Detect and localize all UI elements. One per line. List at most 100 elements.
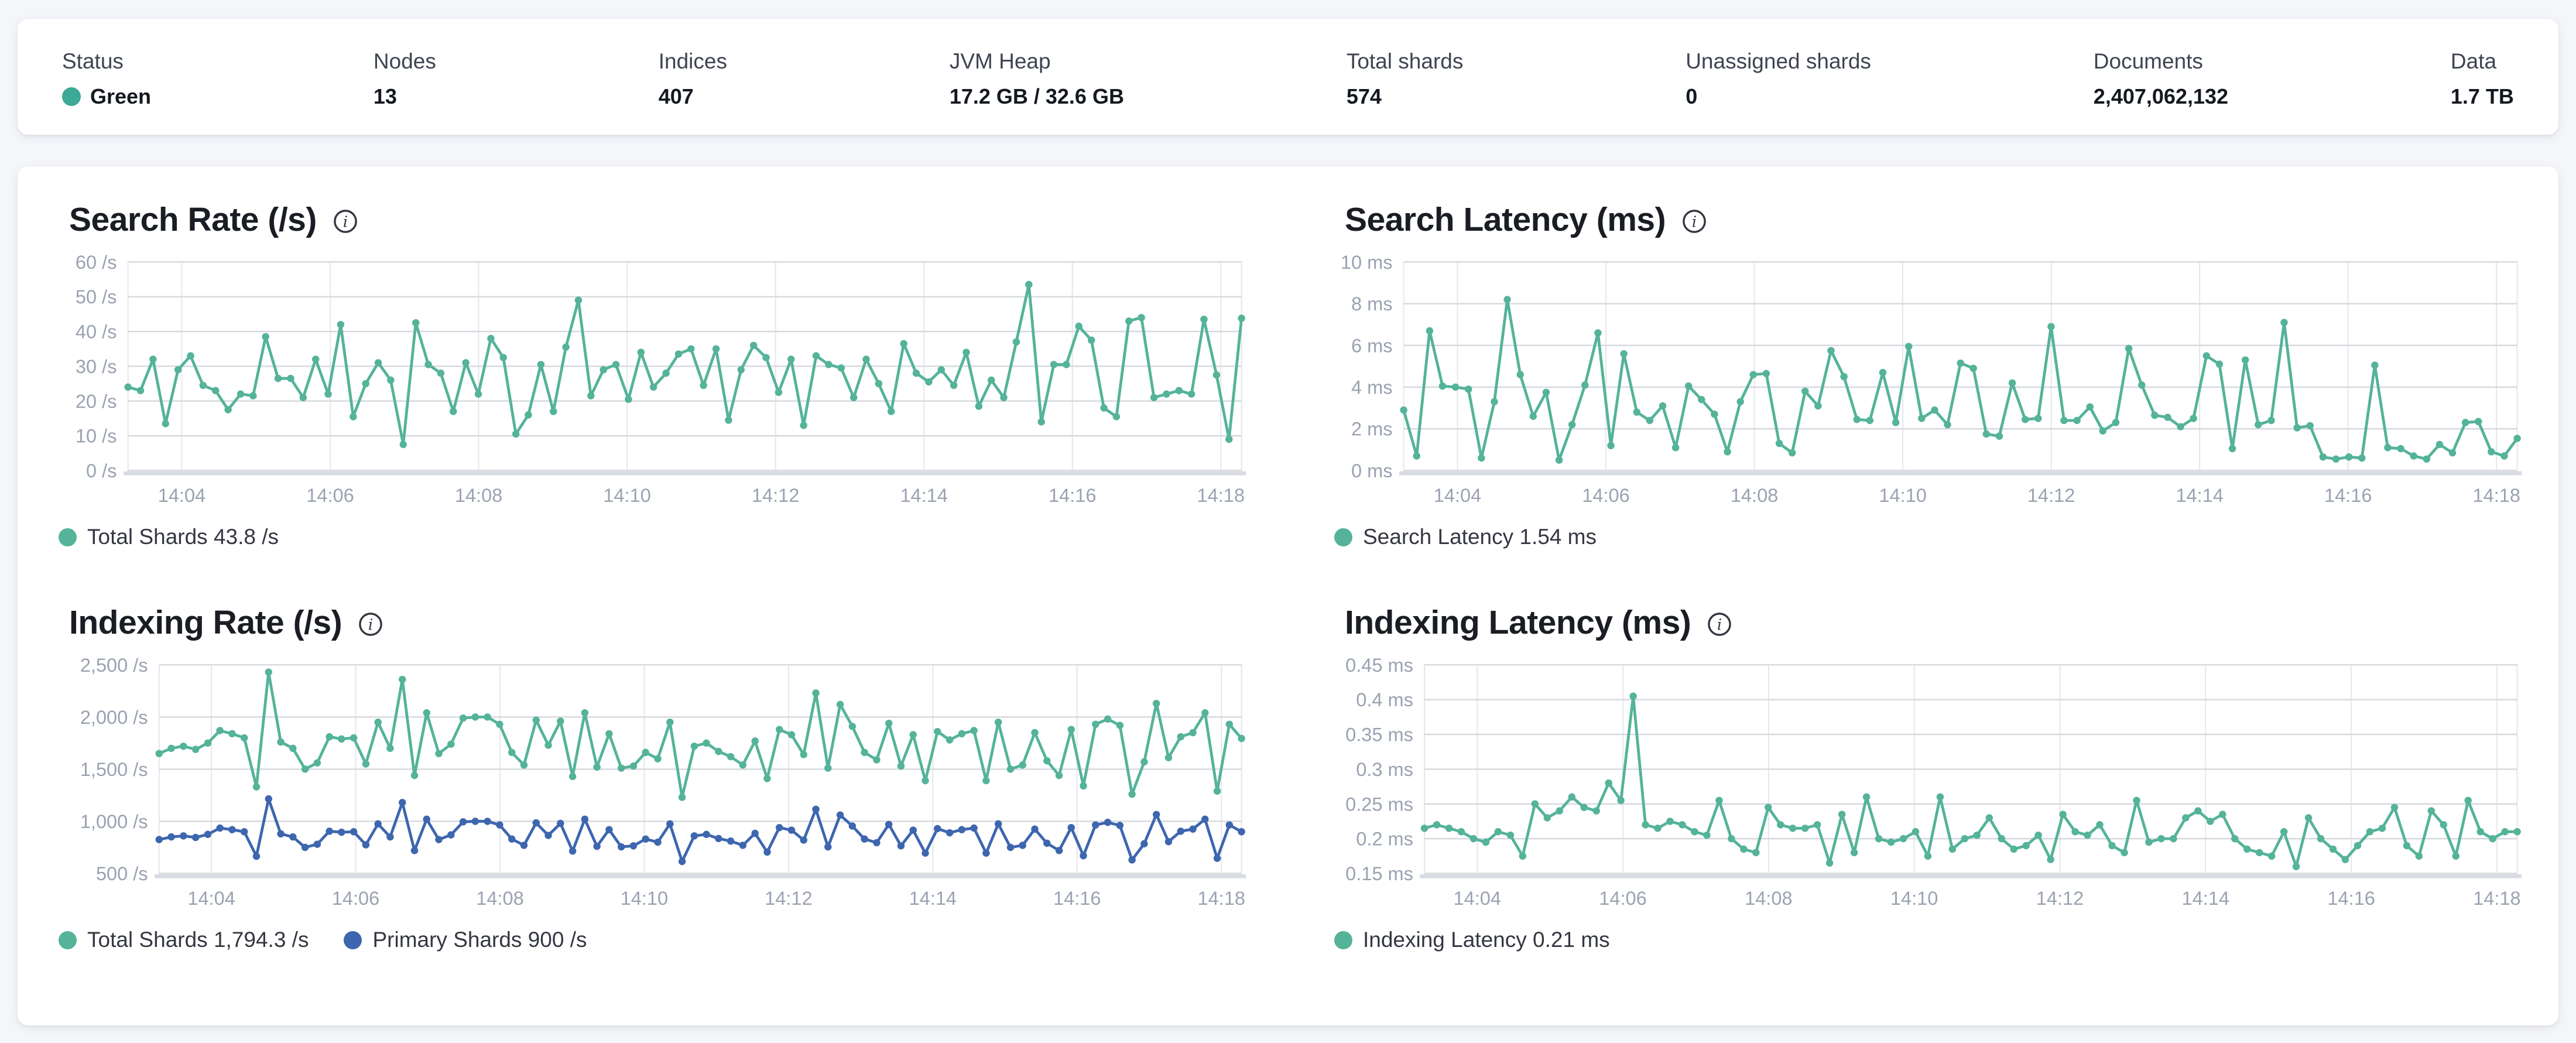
svg-text:14:18: 14:18: [1197, 888, 1245, 909]
svg-text:60 /s: 60 /s: [76, 253, 117, 273]
line-chart[interactable]: 14:04 14:06 14:08 14:10 14:12 14:14 14:16 14:18…: [50, 253, 1250, 517]
svg-text:14:04: 14:04: [187, 888, 235, 909]
chart-title: Indexing Latency (ms): [1345, 604, 1691, 641]
svg-text:14:06: 14:06: [1599, 888, 1646, 909]
svg-text:14:16: 14:16: [2324, 485, 2372, 506]
svg-text:14:12: 14:12: [765, 888, 812, 909]
svg-text:8 ms: 8 ms: [1351, 293, 1393, 314]
legend-series-dot: [59, 528, 77, 546]
svg-text:2,000 /s: 2,000 /s: [80, 707, 148, 728]
line-chart[interactable]: 14:04 14:06 14:08 14:10 14:12 14:14 14:16 14:18…: [1326, 656, 2526, 919]
svg-text:14:14: 14:14: [909, 888, 957, 909]
svg-text:500 /s: 500 /s: [96, 863, 148, 884]
chart-indexing-rate: Indexing Rate (/s) i 14:04 14:06 14:08 14:1…: [50, 603, 1250, 952]
svg-text:14:04: 14:04: [158, 485, 205, 506]
svg-text:14:12: 14:12: [2027, 485, 2075, 506]
svg-text:14:10: 14:10: [621, 888, 668, 909]
chart-legend: Total Shards 1,794.3 /s Primary Shards 90…: [59, 928, 1250, 952]
chart-search-rate: Search Rate (/s) i 14:04 14:06 14:08 14:10 1…: [50, 200, 1250, 549]
stat-unassigned-shards: Unassigned shards 0: [1686, 49, 1871, 109]
stat-value: 574: [1346, 84, 1382, 108]
svg-text:0 ms: 0 ms: [1351, 460, 1393, 481]
chart-legend: Total Shards 43.8 /s: [59, 525, 1250, 549]
legend-series-label: Total Shards 43.8 /s: [87, 525, 279, 549]
legend-series-label: Search Latency 1.54 ms: [1363, 525, 1597, 549]
legend-item[interactable]: Total Shards 43.8 /s: [59, 525, 279, 549]
svg-text:14:10: 14:10: [603, 485, 650, 506]
svg-text:0 /s: 0 /s: [86, 460, 117, 481]
legend-item[interactable]: Total Shards 1,794.3 /s: [59, 928, 309, 952]
svg-text:14:12: 14:12: [2036, 888, 2084, 909]
stat-jvm-heap: JVM Heap 17.2 GB / 32.6 GB: [950, 49, 1124, 109]
svg-text:10 /s: 10 /s: [76, 426, 117, 447]
legend-series-label: Primary Shards 900 /s: [372, 928, 587, 952]
svg-text:1,000 /s: 1,000 /s: [80, 811, 148, 832]
stat-label: Nodes: [373, 49, 436, 73]
chart-legend: Search Latency 1.54 ms: [1334, 525, 2526, 549]
svg-text:14:08: 14:08: [476, 888, 523, 909]
chart-legend: Indexing Latency 0.21 ms: [1334, 928, 2526, 952]
stat-value: 407: [658, 84, 694, 108]
stat-label: Documents: [2093, 49, 2203, 73]
line-chart[interactable]: 14:04 14:06 14:08 14:10 14:12 14:14 14:16 14:18…: [1326, 253, 2526, 517]
svg-text:14:16: 14:16: [1049, 485, 1096, 506]
svg-text:50 /s: 50 /s: [76, 286, 117, 307]
svg-text:i: i: [368, 616, 373, 634]
stat-total-shards: Total shards 574: [1347, 49, 1464, 109]
line-chart[interactable]: 14:04 14:06 14:08 14:10 14:12 14:14 14:16 14:18…: [50, 656, 1250, 919]
legend-item[interactable]: Indexing Latency 0.21 ms: [1334, 928, 1610, 952]
svg-text:4 ms: 4 ms: [1351, 377, 1393, 398]
svg-text:0.3 ms: 0.3 ms: [1356, 759, 1413, 780]
svg-text:0.15 ms: 0.15 ms: [1345, 863, 1413, 884]
metrics-charts-panel: Search Rate (/s) i 14:04 14:06 14:08 14:10 1…: [18, 166, 2558, 1025]
stat-label: JVM Heap: [949, 49, 1051, 73]
legend-series-dot: [1334, 931, 1352, 949]
info-icon[interactable]: i: [1707, 612, 1732, 637]
svg-text:0.4 ms: 0.4 ms: [1356, 689, 1413, 710]
stat-label: Data: [2450, 49, 2497, 73]
status-health-dot: [62, 87, 81, 106]
svg-text:14:14: 14:14: [2176, 485, 2223, 506]
chart-title: Indexing Rate (/s): [69, 604, 342, 641]
svg-text:0.2 ms: 0.2 ms: [1356, 829, 1413, 850]
svg-text:14:18: 14:18: [2473, 888, 2520, 909]
svg-text:1,500 /s: 1,500 /s: [80, 759, 148, 780]
svg-text:i: i: [343, 213, 348, 231]
svg-text:14:04: 14:04: [1434, 485, 1481, 506]
stat-label: Unassigned shards: [1686, 49, 1871, 73]
stat-value: 0: [1686, 84, 1698, 108]
svg-text:14:06: 14:06: [306, 485, 354, 506]
svg-text:14:06: 14:06: [332, 888, 379, 909]
stat-label: Status: [62, 49, 124, 73]
svg-text:2 ms: 2 ms: [1351, 419, 1393, 440]
legend-series-dot: [59, 931, 77, 949]
stat-status: Status Green: [62, 49, 151, 109]
svg-text:6 ms: 6 ms: [1351, 335, 1393, 356]
svg-text:14:16: 14:16: [2327, 888, 2375, 909]
info-icon[interactable]: i: [358, 612, 383, 637]
stat-value: 1.7 TB: [2450, 84, 2514, 108]
svg-text:0.35 ms: 0.35 ms: [1345, 724, 1413, 746]
svg-text:0.25 ms: 0.25 ms: [1345, 794, 1413, 815]
svg-text:0.45 ms: 0.45 ms: [1345, 656, 1413, 676]
info-icon[interactable]: i: [333, 209, 358, 234]
svg-text:14:14: 14:14: [900, 485, 947, 506]
svg-text:14:18: 14:18: [1197, 485, 1245, 506]
stat-value: 17.2 GB / 32.6 GB: [949, 84, 1124, 108]
info-icon[interactable]: i: [1682, 209, 1707, 234]
svg-text:14:08: 14:08: [1745, 888, 1792, 909]
stat-label: Indices: [658, 49, 727, 73]
legend-item[interactable]: Primary Shards 900 /s: [344, 928, 587, 952]
svg-text:14:08: 14:08: [455, 485, 502, 506]
legend-item[interactable]: Search Latency 1.54 ms: [1334, 525, 1597, 549]
svg-text:14:08: 14:08: [1731, 485, 1778, 506]
stat-data-size: Data 1.7 TB: [2451, 49, 2514, 109]
svg-text:14:10: 14:10: [1890, 888, 1938, 909]
svg-text:14:18: 14:18: [2473, 485, 2520, 506]
svg-text:14:04: 14:04: [1453, 888, 1501, 909]
chart-title: Search Latency (ms): [1345, 201, 1666, 238]
stat-indices: Indices 407: [659, 49, 727, 109]
svg-text:2,500 /s: 2,500 /s: [80, 656, 148, 676]
svg-text:14:06: 14:06: [1582, 485, 1629, 506]
stat-label: Total shards: [1346, 49, 1464, 73]
